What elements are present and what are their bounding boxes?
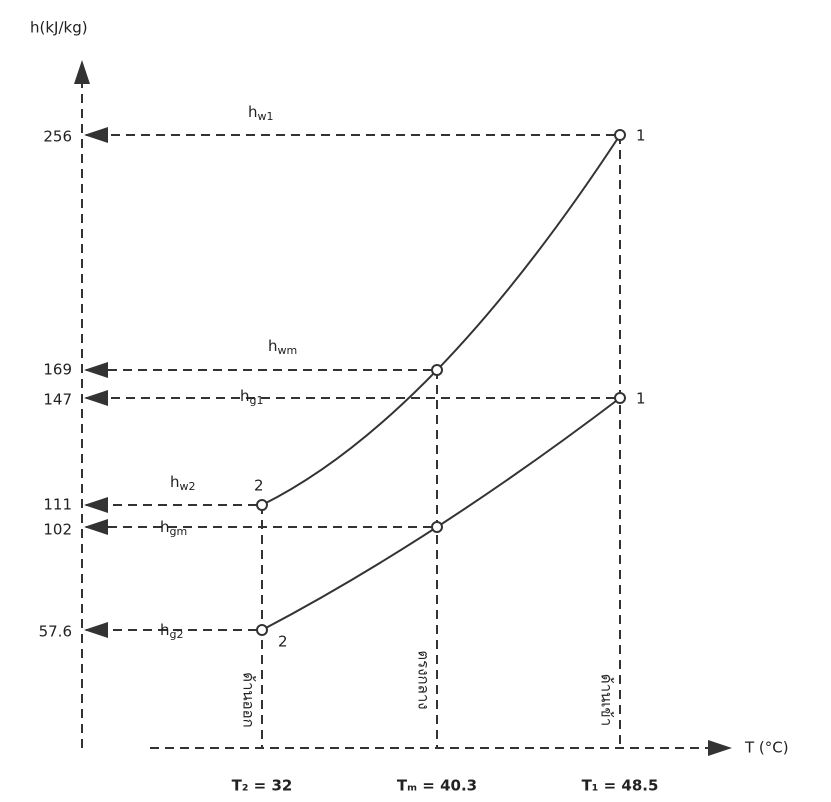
point-label: 1: [636, 127, 646, 145]
projections: [86, 135, 620, 748]
y-tick-label: 147: [43, 391, 72, 409]
position-label: ด้านเข้า: [598, 674, 616, 726]
curve-label: hg1: [240, 387, 264, 408]
y-tick-label: 169: [43, 361, 72, 379]
x-tick-label: T₂ = 32: [232, 777, 293, 795]
y-tick-label: 102: [43, 521, 72, 539]
y-tick-label: 256: [43, 128, 72, 146]
x-axis-label: T (°C): [744, 739, 789, 757]
point-label: 2: [254, 477, 264, 495]
y-axis-label: h(kJ/kg): [30, 19, 88, 37]
curve-label: hw1: [248, 103, 274, 124]
curve-label: hg2: [160, 621, 184, 642]
y-tick-label: 57.6: [39, 623, 72, 641]
position-label: ด้านออก: [240, 672, 258, 728]
position-label: ตรงกลาง: [415, 650, 433, 709]
points: [257, 130, 625, 635]
y-tick-label: 111: [43, 496, 72, 514]
x-tick-label: T₁ = 48.5: [582, 777, 659, 795]
curve-label: hwm: [268, 337, 297, 358]
diagram: h(kJ/kg) T (°C) 256 169 147 111 102 57.6…: [0, 0, 831, 802]
gas-curve: [262, 398, 620, 630]
curve-label: hgm: [160, 518, 187, 539]
x-tick-label: Tₘ = 40.3: [397, 777, 477, 795]
curve-label: hw2: [170, 473, 196, 494]
point-label: 1: [636, 390, 646, 408]
water-curve: [262, 135, 620, 505]
point-label: 2: [278, 633, 288, 651]
